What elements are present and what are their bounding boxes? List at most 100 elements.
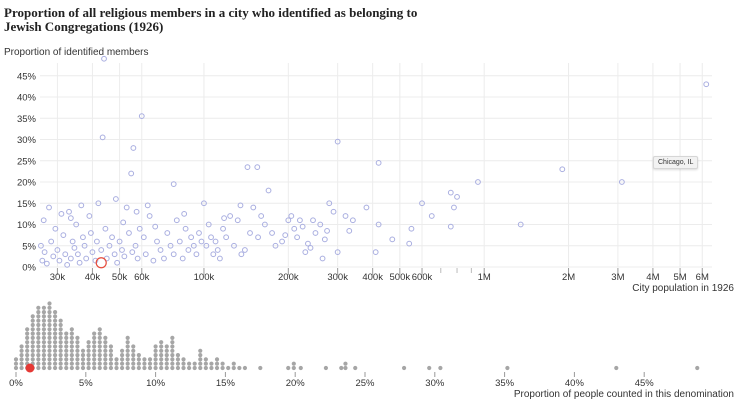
- swarm-dot: [13, 365, 19, 371]
- swarm-dot: [237, 365, 242, 371]
- data-point: [302, 249, 309, 256]
- swarm-dot: [52, 340, 58, 345]
- data-point: [73, 221, 80, 228]
- data-point: [279, 238, 285, 245]
- swarm-dot: [41, 322, 47, 328]
- swarm-dot: [19, 361, 24, 366]
- data-point: [157, 247, 164, 253]
- data-point: [342, 213, 349, 219]
- swarm-dot: [142, 365, 147, 371]
- swarm-dot: [47, 331, 52, 336]
- swarm-dot: [125, 361, 130, 366]
- swarm-dot: [86, 353, 91, 358]
- data-point: [181, 210, 188, 217]
- data-point: [294, 234, 301, 241]
- swarm-dot: [30, 340, 35, 345]
- swarm-dot: [69, 340, 74, 345]
- swarm-dot: [52, 344, 58, 349]
- swarm-dot: [103, 344, 108, 349]
- swarm-dot: [159, 344, 164, 349]
- swarm-dot: [25, 327, 30, 332]
- swarm-dot: [131, 348, 136, 353]
- swarm-tick-label: 25%: [355, 378, 375, 389]
- swarm-dot: [142, 357, 147, 362]
- data-point: [167, 242, 174, 249]
- swarm-dot: [25, 344, 30, 349]
- y-tick-label: 40%: [17, 93, 37, 104]
- x-tick-label: 6M: [696, 272, 709, 283]
- data-point: [212, 238, 219, 245]
- data-point: [310, 217, 316, 224]
- swarm-dot: [92, 353, 97, 358]
- swarm-dot: [131, 365, 136, 371]
- data-point: [216, 255, 223, 262]
- swarm-dot: [92, 335, 97, 340]
- data-point: [205, 221, 212, 228]
- y-tick-label: 15%: [17, 199, 37, 210]
- data-point: [40, 217, 47, 224]
- swarm-dot: [192, 365, 197, 371]
- swarm-dot: [203, 357, 208, 362]
- data-point: [41, 249, 48, 256]
- data-point: [250, 204, 257, 211]
- swarm-dot: [159, 348, 164, 353]
- swarm-dot: [80, 365, 86, 371]
- swarm-dot: [153, 365, 158, 371]
- data-point: [447, 223, 454, 230]
- swarm-dot: [47, 348, 52, 353]
- swarm-dot: [181, 361, 186, 366]
- swarm-dot: [147, 361, 153, 366]
- swarm-dot: [125, 365, 130, 371]
- x-tick-label: 600k: [412, 272, 433, 283]
- swarm-dot: [159, 365, 164, 371]
- data-point: [334, 138, 341, 145]
- swarm-dot: [198, 365, 203, 371]
- swarm-dot: [25, 340, 30, 345]
- swarm-dot: [97, 361, 102, 366]
- swarm-tick-label: 20%: [286, 378, 306, 389]
- data-point: [89, 249, 96, 256]
- data-point: [66, 208, 72, 215]
- swarm-dot: [125, 335, 130, 340]
- swarm-dot: [298, 365, 303, 371]
- swarm-dot: [108, 361, 114, 366]
- data-point: [307, 244, 314, 251]
- swarm-dot: [30, 314, 35, 319]
- swarm-dot: [97, 340, 102, 345]
- swarm-dot: [75, 348, 80, 353]
- data-point: [330, 208, 337, 215]
- y-tick-label: 35%: [17, 114, 37, 125]
- swarm-dot: [114, 357, 119, 362]
- swarm-dot: [41, 335, 47, 340]
- swarm-dot: [58, 348, 63, 353]
- data-point: [71, 244, 78, 251]
- swarm-dot: [103, 348, 108, 353]
- swarm-dot: [47, 305, 52, 310]
- swarm-dot: [30, 318, 35, 323]
- swarm-dot: [92, 331, 97, 336]
- data-point: [99, 134, 106, 141]
- swarm-dot: [170, 348, 175, 353]
- swarm-dot: [13, 361, 19, 366]
- x-tick-label: 2M: [562, 272, 575, 283]
- data-point: [50, 253, 57, 260]
- selected-point-highlight: [95, 257, 107, 269]
- swarm-dot: [47, 322, 52, 328]
- swarm-dot: [58, 335, 63, 340]
- swarm-dot: [47, 327, 52, 332]
- data-point: [64, 261, 71, 268]
- swarm-dot: [131, 353, 136, 358]
- data-point: [254, 164, 261, 171]
- data-point: [285, 217, 292, 224]
- data-point: [140, 234, 147, 241]
- swarm-tick-label: 5%: [79, 378, 93, 389]
- swarm-dot: [164, 361, 169, 366]
- data-point: [152, 223, 159, 230]
- data-point: [94, 238, 100, 245]
- swarm-dot: [75, 344, 80, 349]
- data-point: [109, 234, 115, 241]
- swarm-dot: [69, 335, 74, 340]
- swarm-dot: [147, 365, 153, 371]
- swarm-dot: [86, 365, 91, 371]
- swarm-dot: [69, 357, 74, 362]
